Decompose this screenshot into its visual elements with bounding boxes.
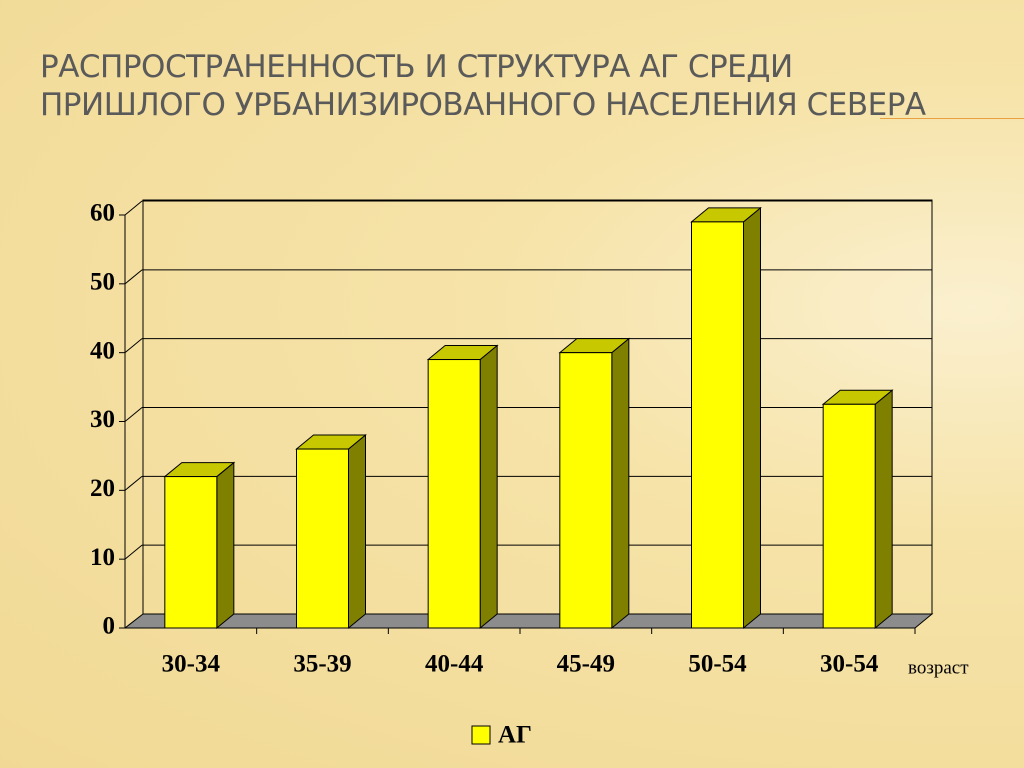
bar: [558, 337, 631, 630]
y-tick-label: 30: [90, 406, 115, 433]
y-tick-label: 50: [90, 269, 115, 296]
y-tick-label: 20: [90, 475, 115, 502]
grid-line-side: [124, 200, 143, 216]
x-tick-label: 30-54: [820, 651, 879, 678]
bar-face: [822, 403, 876, 629]
bar-face: [427, 359, 481, 629]
bar: [426, 344, 499, 630]
bar: [821, 389, 894, 630]
bar-face: [348, 433, 366, 630]
grid-line-side: [124, 269, 143, 285]
x-tick-label: 45-49: [557, 651, 615, 678]
y-tick-label: 60: [90, 200, 115, 227]
y-tick-label: 40: [90, 337, 115, 364]
bar-face: [216, 461, 235, 630]
bar: [295, 433, 367, 630]
y-tick-label: 0: [103, 613, 116, 640]
bar-face: [479, 344, 498, 630]
legend-label: АГ: [498, 722, 532, 749]
bar-face: [611, 337, 630, 630]
grid-line-side: [124, 475, 143, 491]
y-tick-label: 10: [90, 544, 115, 571]
grid-line-side: [124, 407, 143, 422]
x-tick-label: 35-39: [293, 651, 351, 678]
legend-swatch: [471, 725, 491, 745]
bar-face: [691, 221, 744, 629]
floor: [123, 613, 934, 629]
bar-face: [559, 352, 613, 629]
slide-title: РАСПРОСТРАНЕННОСТЬ И СТРУКТУРА АГ СРЕДИ …: [40, 49, 926, 123]
x-tick-label: 40-44: [425, 651, 484, 678]
bar-face: [743, 206, 761, 630]
grid-line-side: [124, 544, 143, 560]
bar-face: [874, 389, 893, 630]
bar: [690, 206, 762, 630]
grid-line-side: [124, 338, 143, 354]
x-tick-label: 50-54: [688, 651, 747, 678]
bar-face: [164, 476, 218, 629]
bar-face: [296, 448, 349, 629]
x-axis-label: возраст: [908, 657, 969, 678]
x-tick-label: 30-34: [162, 651, 221, 678]
bar: [163, 461, 236, 630]
title-rule: [880, 118, 1024, 119]
